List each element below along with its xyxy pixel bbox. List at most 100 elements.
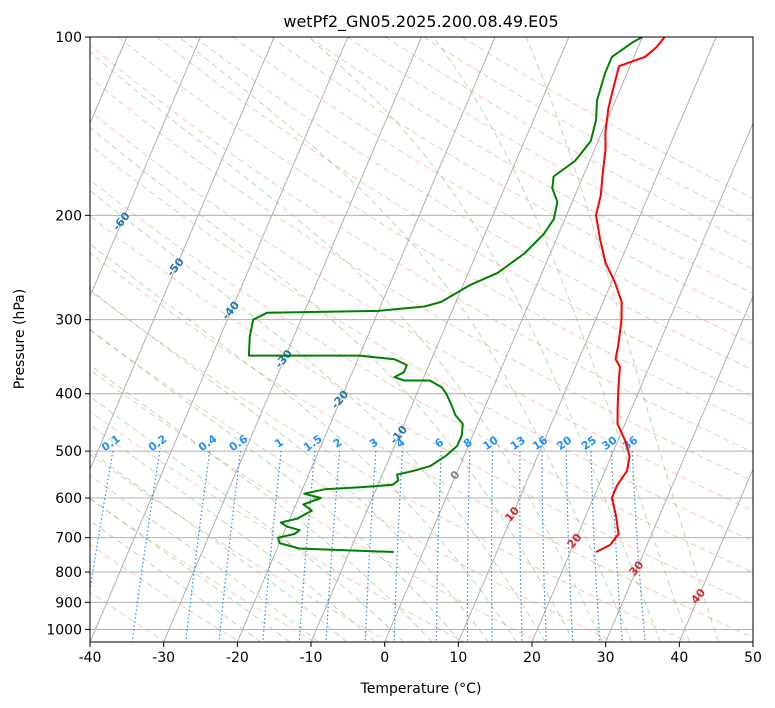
- dry-adiabat-label: -40: [219, 299, 242, 323]
- dry-adiabat-label: -10: [387, 423, 410, 447]
- chart-title: wetPf2_GN05.2025.200.08.49.E05: [283, 12, 558, 32]
- dry-adiabat-label: 40: [688, 586, 708, 606]
- mixing-ratio-line: [435, 451, 442, 642]
- isotherm: [90, 37, 275, 471]
- x-axis-label: Temperature (°C): [360, 681, 482, 697]
- dry-adiabat: [90, 498, 315, 642]
- dry-adiabat: [90, 453, 390, 642]
- mixing-ratio-line: [590, 451, 601, 642]
- y-axis: 100 200 300 400 500 600 700 800 900 1000: [46, 30, 90, 638]
- dry-adiabat: [270, 37, 753, 320]
- dry-adiabat-label: 20: [565, 531, 585, 551]
- y-tick-label: 400: [55, 387, 82, 403]
- y-tick-label: 300: [55, 313, 82, 329]
- mixing-ratio-line: [364, 451, 377, 642]
- mixing-ratio-label: 2: [331, 436, 345, 451]
- y-tick-label: 100: [55, 30, 82, 46]
- isotherm: [90, 37, 201, 298]
- y-tick-label: 700: [55, 531, 82, 547]
- mixing-ratio-line: [490, 451, 494, 642]
- profile-lines: [247, 37, 666, 553]
- mixing-ratio-label: 3: [367, 436, 381, 451]
- x-tick-label: 50: [744, 650, 762, 666]
- moist-adiabat: [178, 37, 632, 642]
- isotherm: [236, 37, 496, 642]
- mixing-ratio-label: 8: [461, 436, 475, 451]
- dry-adiabat: [347, 37, 753, 270]
- x-tick-label: -40: [79, 650, 102, 666]
- moist-adiabat: [432, 37, 690, 642]
- moist-adiabat: [90, 498, 290, 642]
- isotherm: [163, 37, 422, 642]
- isotherm: [384, 37, 643, 642]
- mixing-ratio-label: 13: [508, 434, 528, 453]
- dry-adiabat: [308, 37, 753, 295]
- line-labels: 0.10.20.40.611.52346810131620253036-100-…: [0, 131, 708, 606]
- dry-adiabat: [118, 37, 753, 425]
- x-tick-label: -20: [226, 650, 249, 666]
- moist-adiabat: [90, 329, 461, 642]
- isotherm: [605, 295, 753, 642]
- mixing-ratio-line: [541, 451, 547, 642]
- dry-adiabat-label: -60: [110, 209, 133, 233]
- dry-adiabat: [90, 369, 540, 642]
- x-tick-label: -30: [152, 650, 175, 666]
- moist-adiabat: [90, 364, 433, 642]
- y-tick-label: 200: [55, 208, 82, 224]
- moist-adiabat: [525, 37, 719, 642]
- mixing-ratio-line: [298, 451, 316, 642]
- dry-adiabat-label: -70: [54, 169, 77, 193]
- dry-adiabat-label: -20: [329, 388, 352, 412]
- isotherm: [752, 640, 753, 642]
- moist-adiabat: [90, 450, 348, 642]
- dry-adiabat: [90, 410, 465, 642]
- mixing-ratio-line: [262, 451, 282, 642]
- dry-adiabat-label: 0: [448, 468, 463, 482]
- mixing-ratio-line: [393, 451, 404, 642]
- dry-adiabat: [90, 290, 689, 642]
- mixing-ratio-line: [519, 451, 523, 642]
- moist-adiabat: [90, 424, 376, 642]
- x-axis: -40 -30 -20 -10 0 10 20 30 40 50: [79, 642, 762, 666]
- y-tick-label: 500: [55, 444, 82, 460]
- x-tick-label: -10: [300, 650, 323, 666]
- dry-adiabat-label: -80: [0, 131, 19, 155]
- mixing-ratio-line: [185, 451, 211, 642]
- mixing-ratio-label: 1: [272, 436, 286, 451]
- isotherm: [531, 122, 753, 642]
- y-tick-label: 900: [55, 595, 82, 611]
- moist-adiabat: [90, 51, 604, 642]
- y-tick-label: 1000: [46, 622, 82, 638]
- mixing-ratio-line: [466, 451, 471, 642]
- isotherm: [678, 467, 753, 642]
- dry-adiabat: [232, 37, 753, 345]
- dry-adiabat-label: 30: [627, 558, 647, 578]
- y-axis-label: Pressure (hPa): [12, 289, 28, 389]
- moist-adiabat: [90, 189, 546, 642]
- dry-adiabat-label: -50: [164, 255, 187, 279]
- moist-adiabat: [90, 243, 518, 642]
- plot-frame: [89, 36, 754, 643]
- x-tick-label: 30: [597, 650, 615, 666]
- isotherm: [90, 37, 349, 642]
- y-tick-label: 800: [55, 565, 82, 581]
- y-tick-label: 600: [55, 491, 82, 507]
- dry-adiabat: [90, 543, 241, 642]
- mixing-ratio-line: [90, 450, 114, 594]
- moist-adiabat: [90, 520, 262, 642]
- x-tick-label: 10: [449, 650, 467, 666]
- mixing-ratio-line: [325, 451, 341, 642]
- mixing-ratio-label: 16: [530, 433, 550, 453]
- x-tick-label: 20: [523, 650, 541, 666]
- mixing-ratio-line: [131, 451, 161, 642]
- dry-adiabat: [156, 37, 753, 398]
- mixing-ratio-label: 20: [554, 433, 574, 453]
- moist-adiabat: [90, 395, 405, 642]
- mixing-ratio-line: [565, 451, 574, 642]
- dry-adiabat: [90, 110, 753, 512]
- isotherm: [310, 37, 570, 642]
- x-tick-label: 0: [380, 650, 389, 666]
- dry-adiabat: [90, 329, 614, 642]
- mixing-ratio-label: 30: [599, 433, 619, 453]
- dry-adiabat-label: 10: [502, 504, 522, 524]
